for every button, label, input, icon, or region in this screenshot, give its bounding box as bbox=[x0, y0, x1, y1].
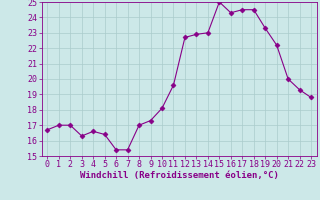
X-axis label: Windchill (Refroidissement éolien,°C): Windchill (Refroidissement éolien,°C) bbox=[80, 171, 279, 180]
